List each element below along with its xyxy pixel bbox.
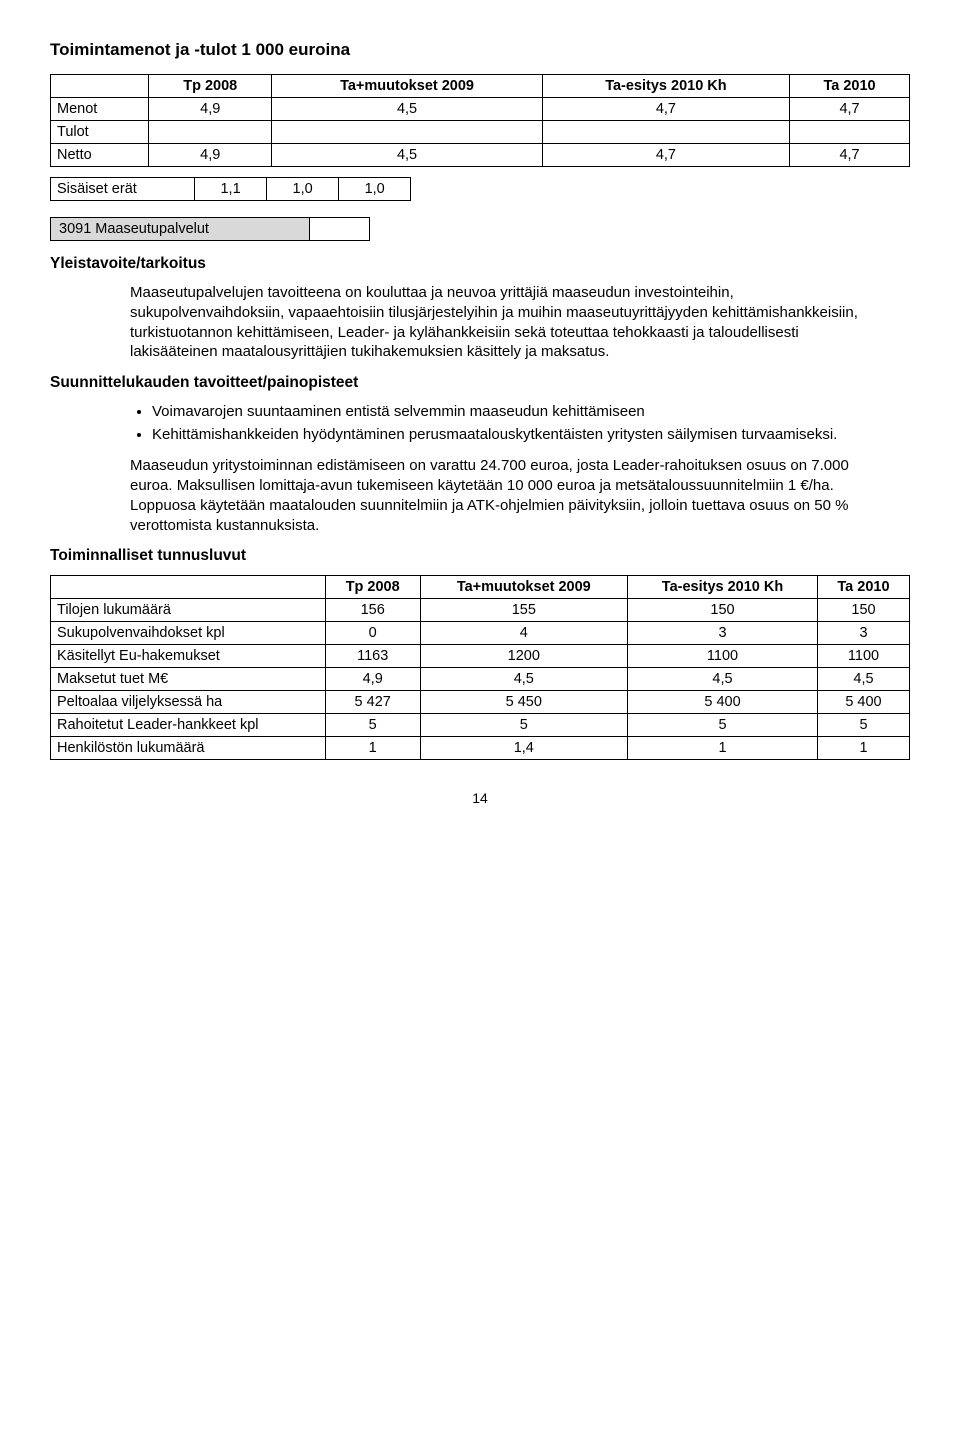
row-label: Tilojen lukumäärä bbox=[51, 599, 326, 622]
row-value: 5 400 bbox=[817, 691, 909, 714]
list-item: Voimavarojen suuntaaminen entistä selvem… bbox=[152, 402, 890, 422]
row-value: 4,7 bbox=[790, 98, 910, 121]
row-value: 1,4 bbox=[420, 737, 628, 760]
sis-v0: 1,1 bbox=[195, 178, 267, 201]
row-value: 5 427 bbox=[325, 691, 420, 714]
col-blank bbox=[51, 75, 149, 98]
row-value: 4,5 bbox=[817, 668, 909, 691]
row-value bbox=[272, 121, 542, 144]
section-box-spacer bbox=[310, 217, 370, 241]
row-label: Henkilöstön lukumäärä bbox=[51, 737, 326, 760]
sis-v1: 1,0 bbox=[267, 178, 339, 201]
row-value: 1100 bbox=[628, 645, 818, 668]
table-tunnusluvut: Tp 2008 Ta+muutokset 2009 Ta-esitys 2010… bbox=[50, 575, 910, 760]
row-value: 3 bbox=[628, 622, 818, 645]
row-value: 5 450 bbox=[420, 691, 628, 714]
table-row: Maksetut tuet M€4,94,54,54,5 bbox=[51, 668, 910, 691]
sis-v2: 1,0 bbox=[339, 178, 411, 201]
row-value: 5 bbox=[817, 714, 909, 737]
table-row: Henkilöstön lukumäärä11,411 bbox=[51, 737, 910, 760]
col-tp2008: Tp 2008 bbox=[149, 75, 272, 98]
row-value bbox=[790, 121, 910, 144]
row-label: Käsitellyt Eu-hakemukset bbox=[51, 645, 326, 668]
row-label: Rahoitetut Leader-hankkeet kpl bbox=[51, 714, 326, 737]
table-row: Menot4,94,54,74,7 bbox=[51, 98, 910, 121]
row-value: 150 bbox=[628, 599, 818, 622]
section-number-box: 3091 Maaseutupalvelut bbox=[50, 217, 310, 241]
row-value: 1200 bbox=[420, 645, 628, 668]
bullet-list: Voimavarojen suuntaaminen entistä selvem… bbox=[130, 402, 890, 444]
sis-label: Sisäiset erät bbox=[51, 178, 195, 201]
row-value: 4,5 bbox=[272, 98, 542, 121]
t2-col-blank bbox=[51, 576, 326, 599]
row-value: 5 bbox=[420, 714, 628, 737]
row-value: 4,9 bbox=[149, 144, 272, 167]
row-value: 4,5 bbox=[272, 144, 542, 167]
table-sisaiset: Sisäiset erät 1,1 1,0 1,0 bbox=[50, 177, 411, 201]
row-value: 4,5 bbox=[628, 668, 818, 691]
table-income-expense: Tp 2008 Ta+muutokset 2009 Ta-esitys 2010… bbox=[50, 74, 910, 167]
row-value bbox=[542, 121, 789, 144]
row-label: Menot bbox=[51, 98, 149, 121]
t2-col-tp2008: Tp 2008 bbox=[325, 576, 420, 599]
row-value: 4,9 bbox=[325, 668, 420, 691]
row-label: Peltoalaa viljelyksessä ha bbox=[51, 691, 326, 714]
row-value: 156 bbox=[325, 599, 420, 622]
row-value: 0 bbox=[325, 622, 420, 645]
table-row: Rahoitetut Leader-hankkeet kpl5555 bbox=[51, 714, 910, 737]
row-value: 3 bbox=[817, 622, 909, 645]
row-value: 4,9 bbox=[149, 98, 272, 121]
t2-col-ta2010: Ta 2010 bbox=[817, 576, 909, 599]
row-value: 1 bbox=[628, 737, 818, 760]
row-value: 150 bbox=[817, 599, 909, 622]
row-value: 155 bbox=[420, 599, 628, 622]
row-value: 5 400 bbox=[628, 691, 818, 714]
t2-col-taesit: Ta-esitys 2010 Kh bbox=[628, 576, 818, 599]
list-item: Kehittämishankkeiden hyödyntäminen perus… bbox=[152, 425, 890, 445]
table-row: Sukupolvenvaihdokset kpl0433 bbox=[51, 622, 910, 645]
row-value: 4,7 bbox=[542, 144, 789, 167]
col-tamuut: Ta+muutokset 2009 bbox=[272, 75, 542, 98]
row-label: Maksetut tuet M€ bbox=[51, 668, 326, 691]
table-row: Tilojen lukumäärä156155150150 bbox=[51, 599, 910, 622]
row-value: 1100 bbox=[817, 645, 909, 668]
row-label: Netto bbox=[51, 144, 149, 167]
section-box-row: 3091 Maaseutupalvelut bbox=[50, 217, 910, 241]
table-row: Peltoalaa viljelyksessä ha5 4275 4505 40… bbox=[51, 691, 910, 714]
col-taesit: Ta-esitys 2010 Kh bbox=[542, 75, 789, 98]
t2-col-tamuut: Ta+muutokset 2009 bbox=[420, 576, 628, 599]
page-number: 14 bbox=[50, 790, 910, 806]
row-value: 5 bbox=[325, 714, 420, 737]
row-value: 1 bbox=[325, 737, 420, 760]
row-label: Sukupolvenvaihdokset kpl bbox=[51, 622, 326, 645]
row-value: 4 bbox=[420, 622, 628, 645]
row-value: 4,7 bbox=[790, 144, 910, 167]
heading-yleistavoite: Yleistavoite/tarkoitus bbox=[50, 255, 910, 273]
row-label: Tulot bbox=[51, 121, 149, 144]
page-title: Toimintamenot ja -tulot 1 000 euroina bbox=[50, 40, 910, 60]
table-row: Käsitellyt Eu-hakemukset1163120011001100 bbox=[51, 645, 910, 668]
row-value: 1163 bbox=[325, 645, 420, 668]
row-value: 4,7 bbox=[542, 98, 789, 121]
paragraph-yleistavoite: Maaseutupalvelujen tavoitteena on koulut… bbox=[130, 283, 890, 362]
row-value bbox=[149, 121, 272, 144]
row-value: 1 bbox=[817, 737, 909, 760]
heading-toiminnalliset: Toiminnalliset tunnusluvut bbox=[50, 547, 910, 565]
row-value: 4,5 bbox=[420, 668, 628, 691]
col-ta2010: Ta 2010 bbox=[790, 75, 910, 98]
row-value: 5 bbox=[628, 714, 818, 737]
table-row: Tulot bbox=[51, 121, 910, 144]
paragraph-maaseutu: Maaseudun yritystoiminnan edistämiseen o… bbox=[130, 456, 890, 535]
table-row: Netto4,94,54,74,7 bbox=[51, 144, 910, 167]
heading-suunnittelu: Suunnittelukauden tavoitteet/painopistee… bbox=[50, 374, 910, 392]
